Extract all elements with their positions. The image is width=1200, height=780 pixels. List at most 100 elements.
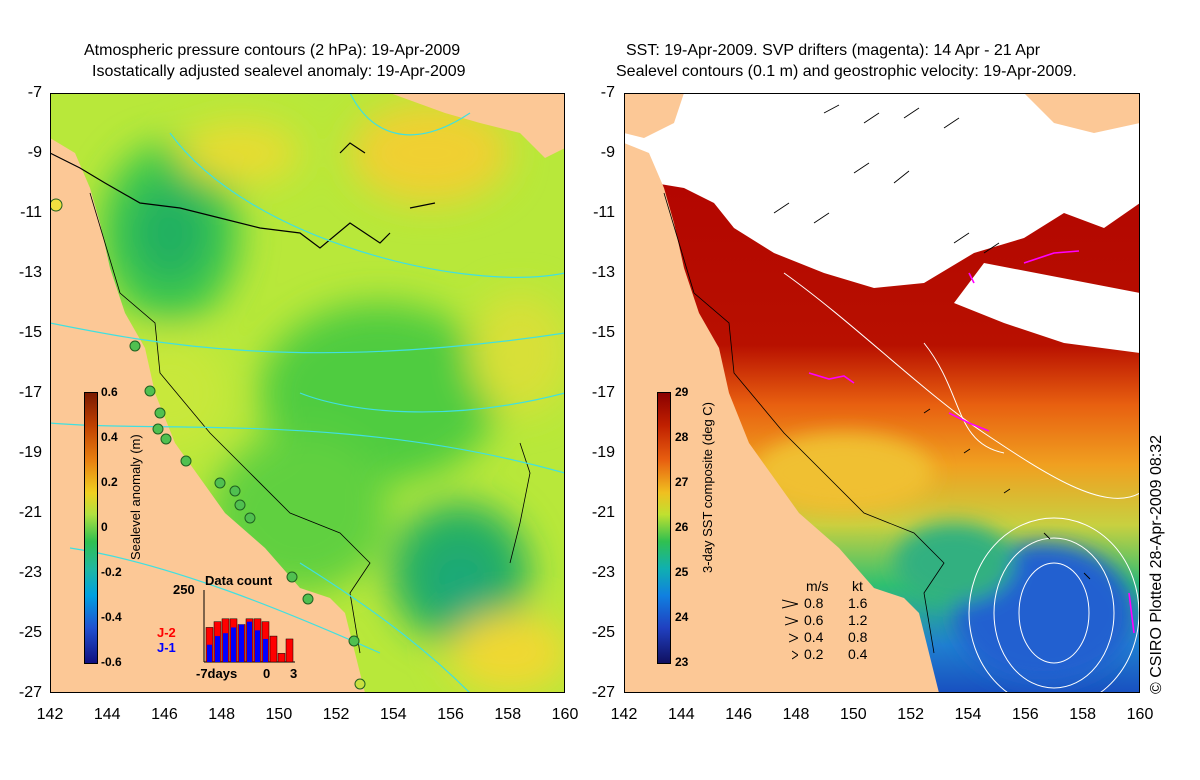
left-title-line1: Atmospheric pressure contours (2 hPa): 1…: [84, 42, 461, 59]
j1-count-bar: [255, 630, 260, 662]
png-coast: [50, 142, 436, 249]
sealevel-colorbar-label: Sealevel anomaly (m): [128, 434, 143, 560]
velocity-kt-value: 0.8: [848, 629, 868, 645]
inset-xlabel-end: 3: [290, 666, 298, 681]
longitude-tick: 150: [265, 706, 293, 723]
velocity-ms-value: 0.8: [804, 595, 824, 611]
velocity-arrow-icon: [784, 614, 800, 631]
longitude-tick: 160: [1126, 706, 1154, 723]
longitude-tick: 144: [93, 706, 121, 723]
velocity-ms-value: 0.2: [804, 646, 824, 662]
j1-count-bar: [223, 633, 228, 662]
inset-ymax: 250: [173, 582, 195, 597]
colorbar-tick: 28: [675, 430, 689, 444]
latitude-tick: -23: [18, 564, 42, 581]
longitude-tick: 146: [725, 706, 752, 723]
colorbar-tick: 0.6: [101, 385, 118, 399]
longitude-tick: 144: [667, 706, 695, 723]
latitude-tick: -19: [18, 444, 42, 461]
latitude-tick: -19: [591, 444, 615, 461]
colorbar-tick: 24: [675, 610, 689, 624]
latitude-tick: -9: [600, 144, 615, 161]
latitude-tick: -17: [18, 384, 42, 401]
longitude-tick: 150: [839, 706, 867, 723]
longitude-tick: 146: [151, 706, 178, 723]
right-title-line2: Sealevel contours (0.1 m) and geostrophi…: [616, 63, 1077, 80]
colorbar-tick: 25: [675, 565, 689, 579]
latitude-tick: -13: [591, 264, 615, 281]
latitude-tick: -7: [27, 84, 42, 101]
j1-count-bar: [239, 624, 244, 662]
latitude-tick: -25: [18, 624, 42, 641]
latitude-tick: -21: [591, 504, 615, 521]
velocity-legend-kt-header: kt: [852, 578, 863, 594]
australia-land-sst: [624, 143, 939, 693]
isobar-contours: [50, 93, 565, 693]
sst-colorbar-label: 3-day SST composite (deg C): [700, 402, 715, 573]
latitude-tick: -11: [593, 204, 615, 221]
velocity-vectors: [773, 104, 1091, 580]
latitude-tick: -7: [600, 84, 615, 101]
colorbar-tick: 23: [675, 655, 689, 669]
j2-count-bar: [277, 653, 286, 663]
latitude-tick: -15: [18, 324, 42, 341]
j1-count-bar: [207, 644, 212, 662]
velocity-arrow-icon: [788, 631, 800, 648]
longitude-tick: 148: [782, 706, 810, 723]
longitude-tick: 156: [1011, 706, 1039, 723]
inset-legend-j1: J-1: [157, 640, 176, 655]
colorbar-tick: 0.4: [101, 430, 118, 444]
velocity-kt-value: 0.4: [848, 646, 868, 662]
velocity-ms-value: 0.4: [804, 629, 824, 645]
velocity-legend-ms-header: m/s: [806, 578, 829, 594]
longitude-tick: 142: [36, 706, 64, 723]
longitude-tick: 142: [610, 706, 638, 723]
shelf-edge-contour: [89, 192, 531, 654]
png-land-sst: [624, 93, 1140, 138]
plot-credit: © CSIRO Plotted 28-Apr-2009 08:32: [1148, 434, 1165, 694]
colorbar-tick: 0: [101, 520, 108, 534]
australia-land: [50, 93, 365, 693]
latitude-tick: -27: [18, 684, 42, 701]
colorbar-tick: -0.2: [101, 565, 122, 579]
colorbar-tick: -0.4: [101, 610, 122, 624]
colorbar-tick: -0.6: [101, 655, 122, 669]
latitude-tick: -23: [591, 564, 615, 581]
latitude-tick: -11: [20, 204, 42, 221]
longitude-tick: 158: [1069, 706, 1096, 723]
longitude-tick: 148: [208, 706, 235, 723]
longitude-tick: 158: [494, 706, 522, 723]
velocity-kt-value: 1.2: [848, 612, 868, 628]
left-title-line2: Isostatically adjusted sealevel anomaly:…: [92, 63, 466, 80]
latitude-tick: -13: [18, 264, 42, 281]
latitude-tick: -15: [591, 324, 615, 341]
sst-colorbar: [657, 392, 671, 664]
colorbar-tick: 0.2: [101, 475, 118, 489]
sst-map: [624, 93, 1140, 693]
velocity-ms-value: 0.6: [804, 612, 824, 628]
data-count-histogram: [203, 590, 295, 663]
drifter-tracks: [808, 250, 1135, 634]
longitude-tick: 156: [437, 706, 464, 723]
png-land: [190, 93, 565, 158]
sealevel-colorbar: [84, 392, 98, 664]
j1-count-bar: [263, 638, 268, 662]
colorbar-tick: 26: [675, 520, 689, 534]
cloud-mask: [624, 93, 1140, 353]
longitude-tick: 154: [954, 706, 982, 723]
longitude-tick: 152: [897, 706, 924, 723]
j1-count-bar: [247, 621, 252, 662]
coastal-tide-gauges: [50, 198, 366, 690]
inset-title: Data count: [205, 573, 273, 588]
j2-count-bar: [285, 638, 294, 663]
inset-xlabel-zero: 0: [263, 666, 271, 681]
latitude-tick: -9: [27, 144, 42, 161]
j1-count-bar: [231, 627, 236, 662]
velocity-arrow-icon: [781, 597, 799, 614]
velocity-arrow-icon: [791, 648, 799, 665]
coastline-sst: [663, 192, 945, 654]
colorbar-tick: 27: [675, 475, 689, 489]
j1-count-bar: [215, 636, 220, 662]
latitude-tick: -21: [18, 504, 42, 521]
colorbar-tick: 29: [675, 385, 689, 399]
